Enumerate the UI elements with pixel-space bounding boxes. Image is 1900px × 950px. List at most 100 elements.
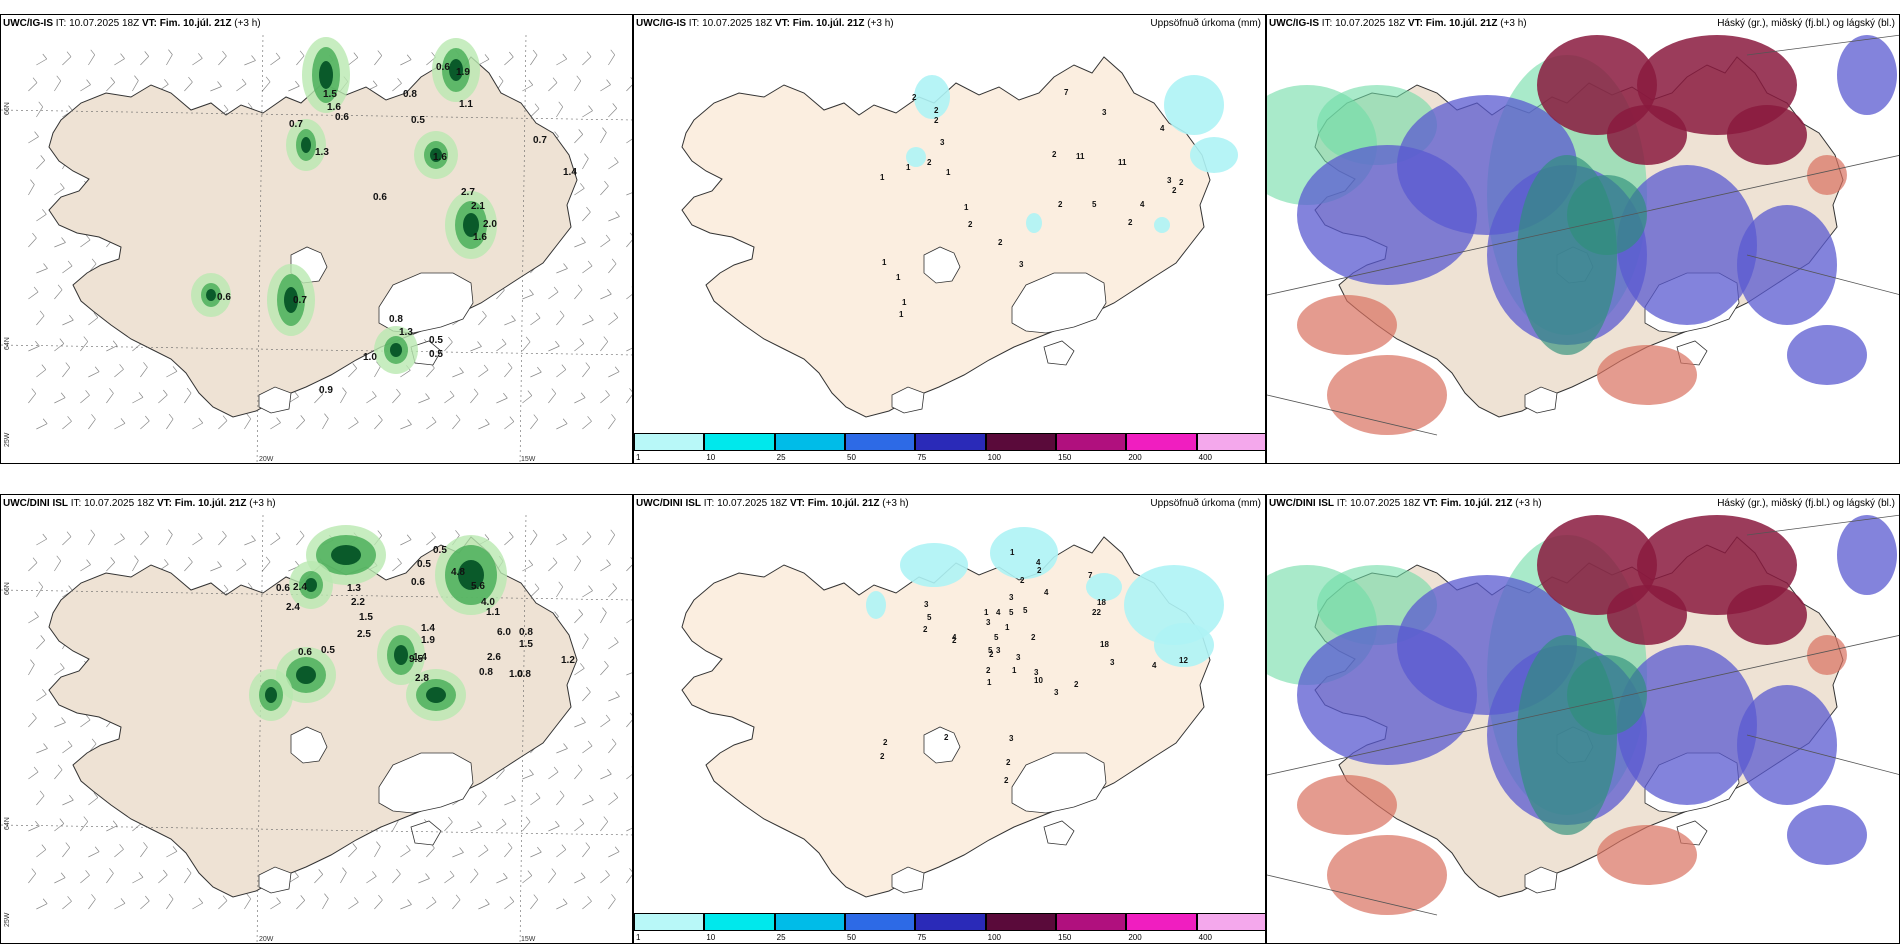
wind-barb	[600, 84, 611, 92]
wind-value-label: 1.2	[561, 655, 575, 666]
cloud-area	[1837, 35, 1897, 115]
wind-barb-flag	[532, 529, 538, 536]
wind-barb	[600, 719, 611, 728]
wind-barb	[582, 421, 592, 430]
wind-barb	[608, 534, 616, 546]
wind-barb	[556, 795, 565, 806]
wind-barb-flag	[477, 821, 482, 827]
precip-value-label: 3	[1009, 593, 1014, 602]
wind-barb	[62, 847, 71, 858]
wind-barb-flag	[354, 897, 359, 903]
boundary-line	[1267, 394, 1438, 436]
wind-barb	[574, 560, 582, 572]
legend-color-box	[774, 913, 845, 931]
wind-barb-flag	[580, 663, 585, 669]
legend-tick-label: 25	[776, 453, 786, 462]
wind-barb-flag	[246, 893, 252, 900]
panel-subtitle: Uppsöfnuð úrkoma (mm)	[1150, 18, 1261, 29]
wind-barb-flag	[615, 211, 620, 217]
boundary-line	[1746, 514, 1899, 536]
precip-value-label: 2	[880, 752, 885, 761]
wind-barb	[192, 57, 203, 66]
wind-barb-flag	[603, 816, 609, 822]
wind-value-label: 6.0	[497, 627, 511, 638]
wind-barb-flag	[66, 531, 72, 537]
wind-barb-flag	[43, 743, 48, 749]
precip-area	[1190, 137, 1238, 173]
wind-barb	[548, 873, 557, 884]
wind-barb	[140, 367, 148, 378]
wind-barb-flag	[533, 414, 539, 420]
wind-barb	[426, 367, 435, 378]
wind-barb-flag	[198, 417, 204, 424]
wind-value-label: 1.6	[327, 102, 341, 113]
precip-value-label: 5	[988, 646, 993, 655]
lon-label: 25W	[4, 912, 11, 927]
wind-barb-flag	[188, 76, 193, 83]
wind-barb-flag	[605, 234, 611, 241]
wind-barb	[556, 268, 568, 274]
glacier	[923, 726, 961, 764]
wind-value-label: 0.8	[479, 667, 493, 678]
precip-value-label: 1	[984, 608, 989, 617]
wind-barb-flag	[507, 842, 513, 849]
wind-barb	[522, 774, 534, 780]
wind-barb-flag	[528, 79, 534, 86]
wind-value-label: 0.7	[533, 135, 547, 146]
wind-barb	[574, 614, 583, 624]
precip-heavy	[458, 560, 484, 590]
wind-value-label: 9.5	[409, 654, 423, 665]
wind-barb	[62, 367, 71, 378]
wind-barb-flag	[30, 659, 35, 665]
wind-barb	[444, 395, 455, 404]
wind-barb-flag	[580, 872, 586, 878]
wind-value-label: 0.8	[403, 89, 417, 100]
precip-value-label: 2	[986, 666, 991, 675]
precip-value-label: 2	[923, 625, 928, 634]
glacier	[923, 246, 961, 284]
cloud-area	[1607, 105, 1687, 165]
wind-value-label: 0.5	[429, 349, 443, 360]
wind-barb	[106, 825, 118, 832]
cloud-area	[1607, 585, 1687, 645]
wind-barb-flag	[533, 894, 539, 900]
precip-heavy	[305, 578, 317, 592]
wind-barb-flag	[241, 558, 247, 565]
wind-barb	[574, 397, 586, 404]
wind-barb	[556, 849, 567, 858]
wind-barb-flag	[65, 362, 71, 368]
wind-barb	[582, 691, 591, 702]
wind-barb	[54, 769, 63, 780]
wind-barb	[270, 537, 281, 546]
wind-barb-flag	[581, 237, 586, 243]
wind-barb	[192, 902, 203, 910]
glacier	[1011, 752, 1107, 814]
wind-barb-flag	[217, 561, 222, 567]
wind-barb	[218, 55, 227, 66]
cloud-area	[1327, 835, 1447, 915]
boundary-line	[1267, 635, 1899, 776]
wind-barb	[296, 900, 305, 910]
wind-barb	[574, 242, 586, 248]
wind-barb-flag	[587, 416, 592, 422]
wind-value-label: 2.8	[415, 673, 429, 684]
wind-barb-flag	[68, 585, 73, 591]
wind-barb	[608, 54, 616, 66]
wind-barb-flag	[138, 872, 144, 878]
wind-barb	[36, 586, 44, 598]
boundary-line	[1267, 874, 1438, 916]
wind-barb-flag	[589, 314, 594, 321]
wind-barb	[426, 537, 436, 546]
wind-barb	[530, 54, 538, 66]
wind-barb	[574, 134, 583, 144]
wind-barb	[530, 899, 539, 910]
wind-barb	[608, 797, 619, 806]
wind-barb	[548, 562, 558, 572]
wind-barb	[114, 538, 125, 546]
wind-barb	[374, 366, 381, 378]
precip-area	[1086, 573, 1122, 601]
precip-value-label: 2	[1179, 178, 1184, 187]
wind-barb-flag	[611, 894, 616, 900]
wind-barb	[626, 774, 632, 780]
wind-barb-flag	[41, 364, 47, 370]
